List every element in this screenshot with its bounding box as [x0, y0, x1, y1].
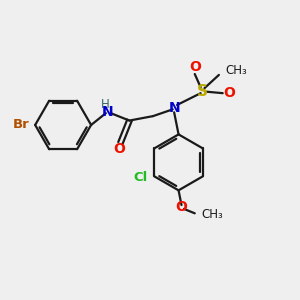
- Text: CH₃: CH₃: [226, 64, 247, 77]
- Text: O: O: [113, 142, 125, 156]
- Text: O: O: [189, 60, 201, 74]
- Text: S: S: [196, 84, 208, 99]
- Text: Br: Br: [13, 118, 30, 131]
- Text: O: O: [176, 200, 188, 214]
- Text: O: O: [224, 86, 236, 100]
- Text: N: N: [101, 105, 113, 119]
- Text: N: N: [168, 101, 180, 115]
- Text: H: H: [100, 98, 109, 111]
- Text: Cl: Cl: [134, 171, 148, 184]
- Text: CH₃: CH₃: [202, 208, 223, 221]
